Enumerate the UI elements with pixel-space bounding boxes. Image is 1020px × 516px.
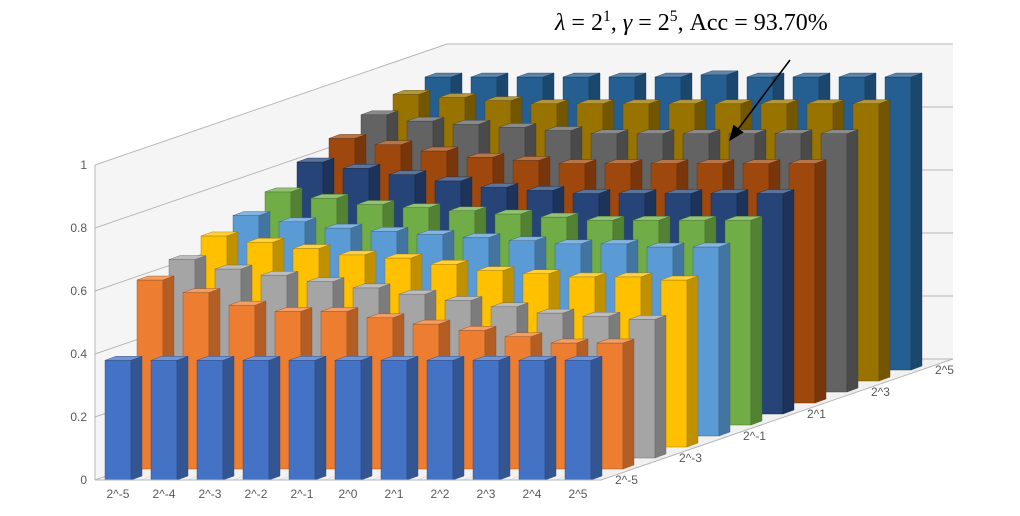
z-tick-label: 2^5 [935,363,954,377]
x-tick-label: 2^3 [477,487,496,501]
x-tick-label: 2^-5 [107,487,130,501]
x-tick-label: 2^1 [385,487,404,501]
x-tick-label: 2^-1 [291,487,314,501]
y-tick-label: 0 [80,473,87,487]
y-tick-label: 0.8 [70,221,87,235]
z-tick-label: 2^-5 [615,473,638,487]
x-tick-label: 2^-3 [199,487,222,501]
y-tick-label: 1 [80,158,87,172]
z-tick-label: 2^-3 [679,451,702,465]
x-tick-label: 2^5 [569,487,588,501]
z-tick-label: 2^3 [871,385,890,399]
x-tick-label: 2^0 [339,487,358,501]
x-tick-label: 2^-4 [153,487,176,501]
z-tick-label: 2^-1 [743,429,766,443]
accuracy-3d-bar-chart: 0 0.2 0.4 0.6 0.8 1 2^-5 2^-4 2^-3 2^-2 2^-1 2^0 2^1… [0,0,1020,516]
callout-annotation: λ = 21, γ = 25, Acc = 93.70% [555,8,828,37]
y-tick-label: 0.2 [70,410,87,424]
y-tick-label: 0.4 [70,347,87,361]
x-tick-label: 2^2 [431,487,450,501]
z-tick-label: 2^1 [807,407,826,421]
x-tick-label: 2^4 [523,487,542,501]
x-tick-label: 2^-2 [245,487,268,501]
y-tick-label: 0.6 [70,284,87,298]
